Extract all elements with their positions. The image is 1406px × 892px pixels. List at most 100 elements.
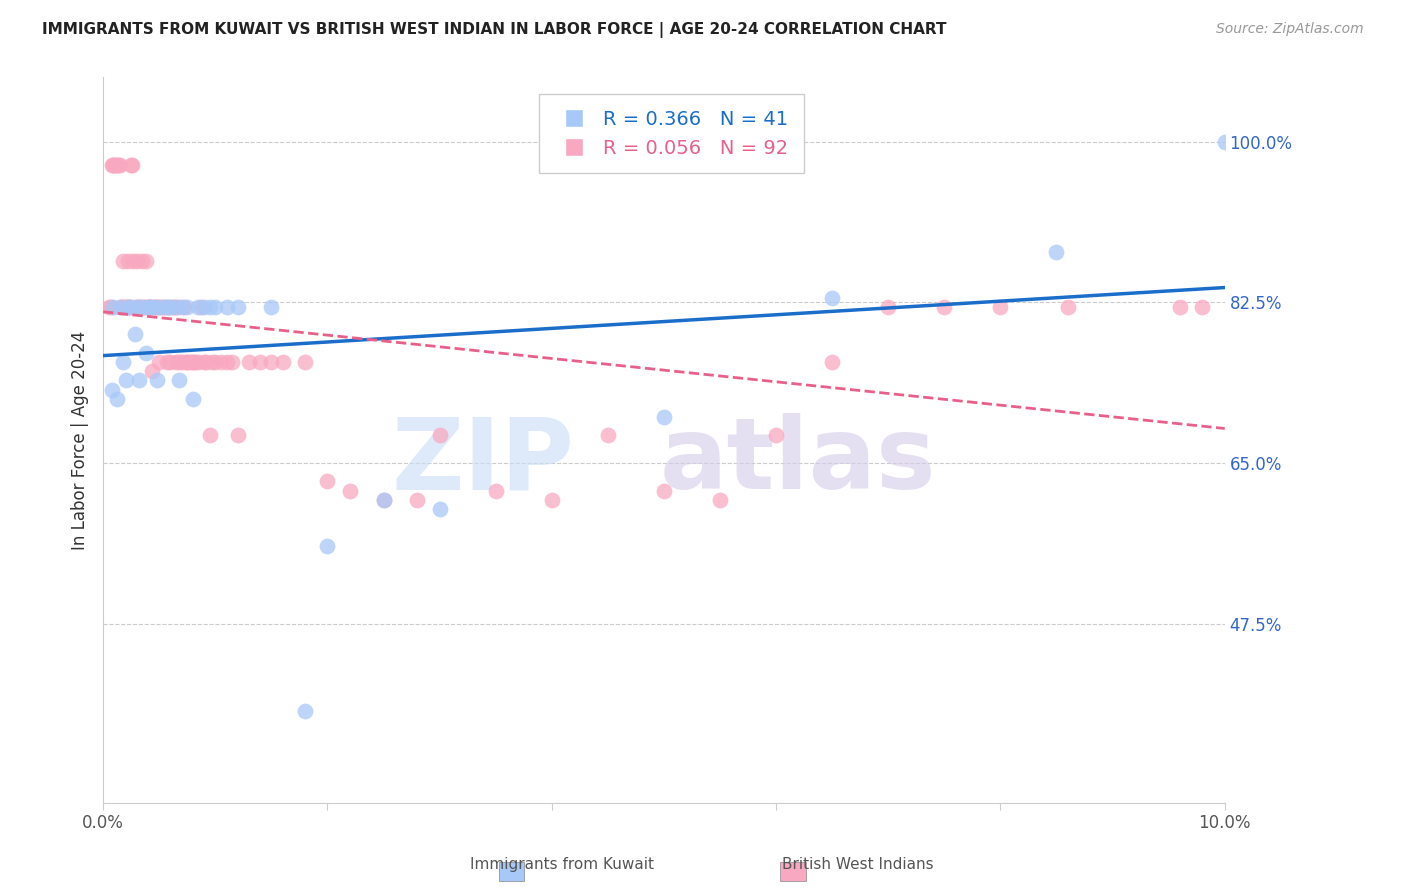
Point — [198, 428, 221, 442]
Text: IMMIGRANTS FROM KUWAIT VS BRITISH WEST INDIAN IN LABOR FORCE | AGE 20-24 CORRELA: IMMIGRANTS FROM KUWAIT VS BRITISH WEST I… — [42, 22, 946, 38]
Point — [125, 254, 148, 268]
Point — [294, 704, 316, 718]
Point — [97, 300, 120, 314]
Y-axis label: In Labor Force | Age 20-24: In Labor Force | Age 20-24 — [72, 330, 89, 549]
Point — [226, 300, 249, 314]
Point — [173, 300, 195, 314]
Point — [128, 373, 150, 387]
Point — [165, 300, 187, 314]
Point — [1191, 300, 1213, 314]
Point — [187, 355, 209, 369]
Point — [103, 158, 125, 172]
Point — [294, 355, 316, 369]
Point — [153, 300, 176, 314]
Point — [120, 300, 142, 314]
Point — [169, 355, 191, 369]
Point — [170, 300, 193, 314]
Point — [139, 300, 162, 314]
Point — [765, 428, 787, 442]
Point — [103, 300, 125, 314]
Point — [110, 300, 132, 314]
Point — [145, 300, 167, 314]
Point — [114, 300, 136, 314]
Point — [105, 392, 128, 406]
Point — [124, 327, 146, 342]
Text: Immigrants from Kuwait: Immigrants from Kuwait — [471, 857, 654, 872]
Point — [429, 428, 451, 442]
Point — [138, 300, 160, 314]
Point — [179, 355, 201, 369]
Point — [271, 355, 294, 369]
Point — [136, 300, 159, 314]
Point — [107, 158, 129, 172]
Point — [124, 300, 146, 314]
Text: ZIP: ZIP — [391, 413, 574, 510]
Point — [103, 158, 125, 172]
Point — [112, 355, 135, 369]
Point — [120, 158, 142, 172]
Point — [135, 254, 157, 268]
Point — [125, 300, 148, 314]
Text: Source: ZipAtlas.com: Source: ZipAtlas.com — [1216, 22, 1364, 37]
Point — [652, 410, 675, 425]
Point — [132, 300, 155, 314]
Point — [204, 355, 226, 369]
Point — [131, 254, 153, 268]
Point — [105, 158, 128, 172]
Point — [101, 383, 124, 397]
Point — [1056, 300, 1078, 314]
Point — [180, 355, 202, 369]
Point — [596, 428, 619, 442]
Point — [122, 254, 145, 268]
Point — [165, 355, 187, 369]
Point — [129, 300, 152, 314]
Point — [877, 300, 900, 314]
Point — [157, 300, 180, 314]
Point — [114, 373, 136, 387]
Point — [112, 254, 135, 268]
Point — [152, 300, 174, 314]
Point — [127, 300, 149, 314]
Point — [485, 483, 508, 498]
Point — [146, 300, 169, 314]
Point — [181, 355, 204, 369]
Point — [156, 355, 179, 369]
Point — [209, 355, 232, 369]
Point — [652, 483, 675, 498]
Point — [1045, 244, 1067, 259]
Point — [1168, 300, 1191, 314]
Point — [142, 300, 165, 314]
Point — [339, 483, 361, 498]
Point — [159, 355, 181, 369]
Point — [118, 300, 141, 314]
Legend: R = 0.366   N = 41, R = 0.056   N = 92: R = 0.366 N = 41, R = 0.056 N = 92 — [538, 95, 804, 173]
Point — [115, 300, 138, 314]
Point — [148, 300, 170, 314]
Point — [163, 300, 186, 314]
Point — [1213, 135, 1236, 149]
Point — [181, 392, 204, 406]
Point — [193, 300, 215, 314]
Point — [117, 300, 139, 314]
Point — [104, 158, 127, 172]
Point — [100, 300, 122, 314]
Point — [260, 300, 283, 314]
Point — [159, 300, 181, 314]
Text: British West Indians: British West Indians — [782, 857, 934, 872]
Point — [260, 355, 283, 369]
Point — [141, 300, 163, 314]
Point — [114, 300, 136, 314]
Point — [190, 300, 212, 314]
Point — [215, 355, 238, 369]
Point — [108, 300, 131, 314]
Point — [238, 355, 260, 369]
Point — [117, 254, 139, 268]
Point — [540, 492, 562, 507]
Point — [153, 300, 176, 314]
Point — [139, 300, 162, 314]
Point — [141, 364, 163, 378]
Point — [176, 355, 198, 369]
Point — [101, 158, 124, 172]
Point — [373, 492, 395, 507]
Point — [176, 300, 198, 314]
